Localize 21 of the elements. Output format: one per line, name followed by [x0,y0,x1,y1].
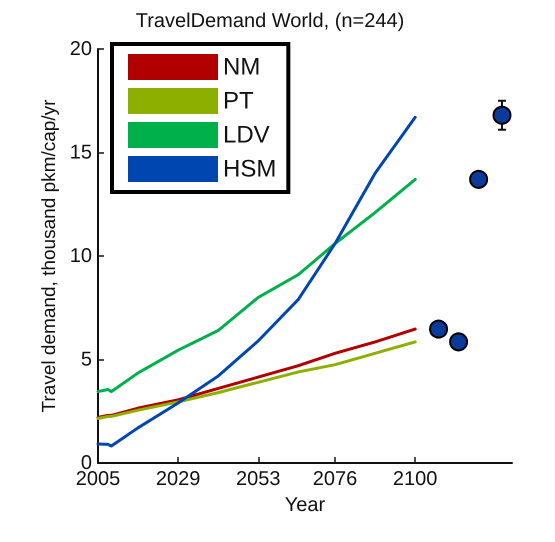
x-tick-label: 2100 [392,468,438,490]
legend-label: LDV [223,122,270,148]
x-axis-title: Year [284,494,326,516]
point [492,106,512,125]
legend-label: PT [223,88,254,114]
y-axis-title: Travel demand, thousand pkm/cap/yr [38,98,60,412]
x-tick-label: 2076 [312,468,358,490]
line-series [96,116,417,448]
point [449,332,468,352]
legend-label: NM [223,54,260,80]
y-tick-label: 10 [70,245,92,267]
x-tick-label: 2053 [236,468,281,490]
x-tick-label: 2029 [156,468,200,490]
point [429,320,448,339]
line-series [96,178,417,394]
legend-label: HSM [223,156,276,182]
y-tick-label: 5 [80,348,92,370]
point [469,170,488,189]
y-tick-label: 20 [70,38,92,60]
y-tick-label: 15 [70,142,92,164]
chart-title: TravelDemand World, (n=244) [136,10,404,32]
